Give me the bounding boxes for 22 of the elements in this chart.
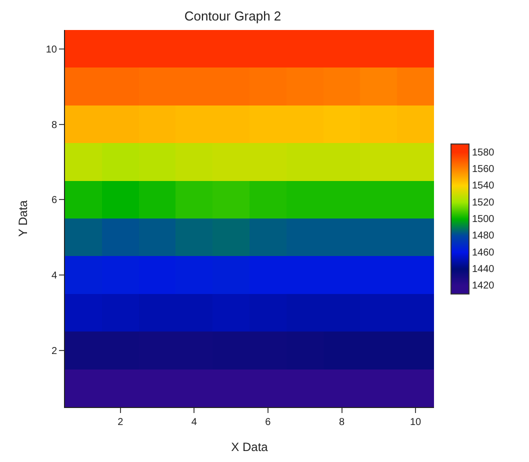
x-tick-label: 6 <box>265 417 272 428</box>
color-bar-label: 1480 <box>472 230 495 242</box>
y-axis-title: Y Data <box>16 200 30 237</box>
x-tick-label: 10 <box>410 417 422 428</box>
y-tick-label: 6 <box>51 195 58 206</box>
color-bar-label: 1580 <box>472 147 495 158</box>
color-bar-label: 1500 <box>472 214 495 225</box>
x-tick-label: 2 <box>118 417 124 428</box>
color-bar-label: 1460 <box>472 247 495 258</box>
color-bar-label: 1520 <box>472 197 495 208</box>
y-tick-label: 2 <box>51 346 58 357</box>
y-tick-label: 10 <box>46 44 58 56</box>
color-bar-label: 1440 <box>472 264 495 275</box>
y-tick-label: 4 <box>51 270 58 282</box>
color-bar-label: 1540 <box>472 180 495 192</box>
x-axis-title: X Data <box>231 440 268 454</box>
x-tick-label: 4 <box>191 417 198 428</box>
color-bar-label: 1420 <box>472 280 495 292</box>
y-tick-label: 8 <box>51 120 58 131</box>
x-tick-label: 8 <box>338 417 345 428</box>
color-bar-label: 1560 <box>472 164 495 175</box>
chart-title: Contour Graph 2 <box>184 8 282 24</box>
